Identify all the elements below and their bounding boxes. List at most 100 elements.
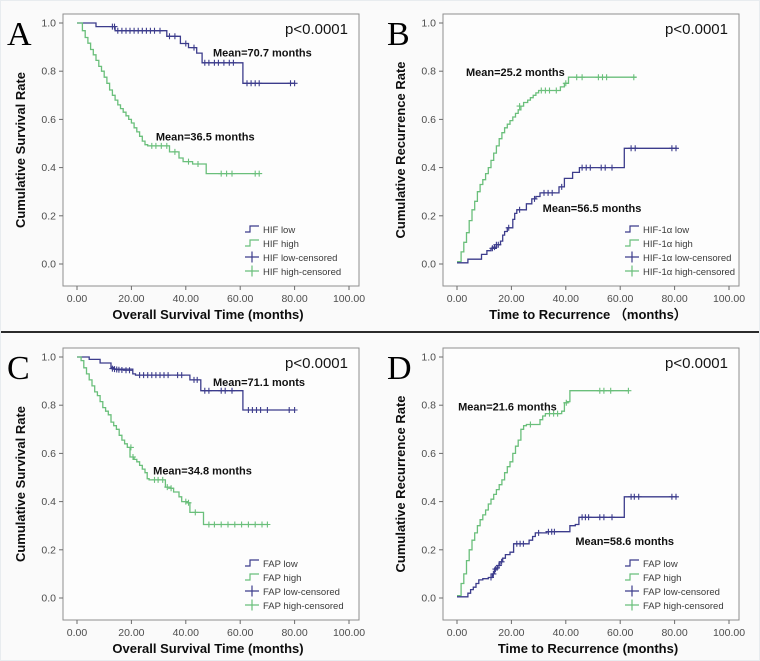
km-curve-blue [457,147,678,264]
x-tick-label: 100.00 [713,293,745,305]
legend-item: FAP low [625,559,678,570]
y-tick-label: 0.0 [41,593,56,605]
legend-label: HIF low [263,225,295,236]
x-tick-label: 80.00 [281,293,307,305]
plot-frame [62,347,360,621]
x-tick-label: 60.00 [607,293,633,305]
legend-label: FAP low [263,559,298,570]
x-tick-label: 80.00 [661,627,687,639]
legend-item: HIF high-censored [245,265,341,278]
y-tick-label: 0.4 [41,162,56,174]
km-curve-green [77,356,268,526]
legend-step-line-icon [625,573,639,581]
legend-item: FAP high [625,573,681,584]
legend-label: HIF high [263,239,299,250]
x-tick-label: 80.00 [661,293,687,305]
mean-annotation: Mean=58.6 months [575,536,674,548]
mean-annotation: Mean=71.1 monts [213,377,305,389]
y-tick-label: 0.2 [421,210,436,222]
km-curve-blue [457,496,678,598]
x-tick-label: 100.00 [713,627,745,639]
p-value-label: p<0.0001 [285,21,348,38]
y-tick-label: 0.0 [421,259,436,271]
legend-label: HIF low-censored [263,253,337,264]
y-tick-label: 0.8 [421,66,436,78]
censor-marks-blue [488,493,679,581]
legend-label: FAP high-censored [643,601,724,612]
legend-item: HIF low [245,225,295,236]
x-tick-label: 0.00 [447,293,468,305]
x-tick-label: 60.00 [607,627,633,639]
legend-censored-plus-icon [245,599,259,611]
y-tick-label: 0.4 [421,496,436,508]
x-tick-label: 100.00 [333,627,365,639]
legend-step-line-icon [245,239,259,247]
mean-annotation: Mean=36.5 months [156,132,255,144]
panel-letter: D [387,350,412,387]
legend-item: FAP low [245,559,298,570]
censor-marks-green [148,142,263,177]
legend-censored-plus-icon [245,251,259,263]
mean-annotation: Mean=21.6 months [458,402,557,414]
y-tick-label: 0.6 [41,448,56,460]
mean-annotation: Mean=70.7 months [213,48,312,60]
panel-d-recurrence-fap: 0.00 20.00 40.00 60.00 80.00 100.00 0.0 0.2 0.4 0… [381,335,759,660]
y-axis-title: Cumulative Survival Rate [13,72,28,228]
y-tick-label: 0.6 [421,114,436,126]
legend-step-line-icon [625,225,639,233]
x-tick-label: 60.00 [227,627,253,639]
panel-plot-svg: 0.00 20.00 40.00 60.00 80.00 100.00 0.0 0.2 0.4 0… [387,347,745,656]
y-tick-label: 0.2 [41,210,56,222]
legend-item: HIF-1α low-censored [625,251,731,264]
km-curve-green [457,76,637,263]
panel-letter: A [7,16,32,53]
legend-label: HIF high-censored [263,267,341,278]
legend-item: FAP low-censored [625,585,720,598]
y-tick-label: 1.0 [421,352,436,364]
legend: FAP low FAP high FAP low-censored FAP high-… [245,559,344,612]
legend-step-line-icon [245,225,259,233]
panel-c-survival-fap: 0.00 20.00 40.00 60.00 80.00 100.00 0.0 0.2 0.4 0… [1,335,381,660]
x-tick-label: 20.00 [498,293,524,305]
x-tick-label: 40.00 [553,627,579,639]
y-tick-label: 0.8 [421,400,436,412]
y-tick-label: 1.0 [41,352,56,364]
censor-marks-green [527,387,632,428]
x-tick-label: 0.00 [67,627,88,639]
x-tick-label: 20.00 [498,627,524,639]
legend-item: FAP high [245,573,301,584]
legend-item: HIF low-censored [245,251,337,264]
legend-label: FAP low-censored [263,587,340,598]
x-axis-title: Time to Recurrence （months） [489,307,687,322]
legend-label: FAP high [263,573,301,584]
legend-step-line-icon [625,559,639,567]
legend-label: FAP low-censored [643,587,720,598]
legend-censored-plus-icon [625,585,639,597]
legend-step-line-icon [245,559,259,567]
legend: HIF-1α low HIF-1α high HIF-1α low-censored… [625,225,735,278]
censor-marks-blue [489,145,679,252]
panel-plot-svg: 0.00 20.00 40.00 60.00 80.00 100.00 0.0 0.2 0.4 0… [387,13,745,322]
panel-a-survival-hif: 0.00 20.00 40.00 60.00 80.00 100.00 0.0 0.2 0.4 0… [1,1,381,331]
legend-item: HIF-1α high-censored [625,265,735,278]
legend-item: FAP high-censored [625,599,724,612]
legend-label: HIF-1α high [643,239,693,250]
legend-censored-plus-icon [625,265,639,277]
legend-item: HIF-1α low [625,225,689,236]
km-curve-green [457,390,629,597]
x-tick-label: 20.00 [118,293,144,305]
y-axis-title: Cumulative Survival Rate [13,406,28,562]
y-tick-label: 0.4 [421,162,436,174]
y-tick-label: 0.8 [41,400,56,412]
legend-label: FAP high [643,573,681,584]
x-tick-label: 40.00 [173,627,199,639]
legend-censored-plus-icon [625,599,639,611]
y-axis-title: Cumulative Recurrence Rate [393,395,408,572]
mean-annotation: Mean=25.2 months [466,67,565,79]
x-tick-label: 60.00 [227,293,253,305]
x-tick-label: 0.00 [67,293,88,305]
x-tick-label: 80.00 [281,627,307,639]
x-tick-label: 100.00 [333,293,365,305]
legend-censored-plus-icon [245,265,259,277]
